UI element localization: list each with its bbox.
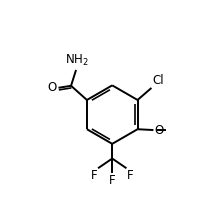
Text: Cl: Cl xyxy=(152,74,164,87)
Text: F: F xyxy=(127,169,134,182)
Text: O: O xyxy=(47,81,57,94)
Text: O: O xyxy=(154,123,163,136)
Text: F: F xyxy=(91,169,97,182)
Text: NH$_2$: NH$_2$ xyxy=(65,53,89,68)
Text: F: F xyxy=(109,174,116,187)
